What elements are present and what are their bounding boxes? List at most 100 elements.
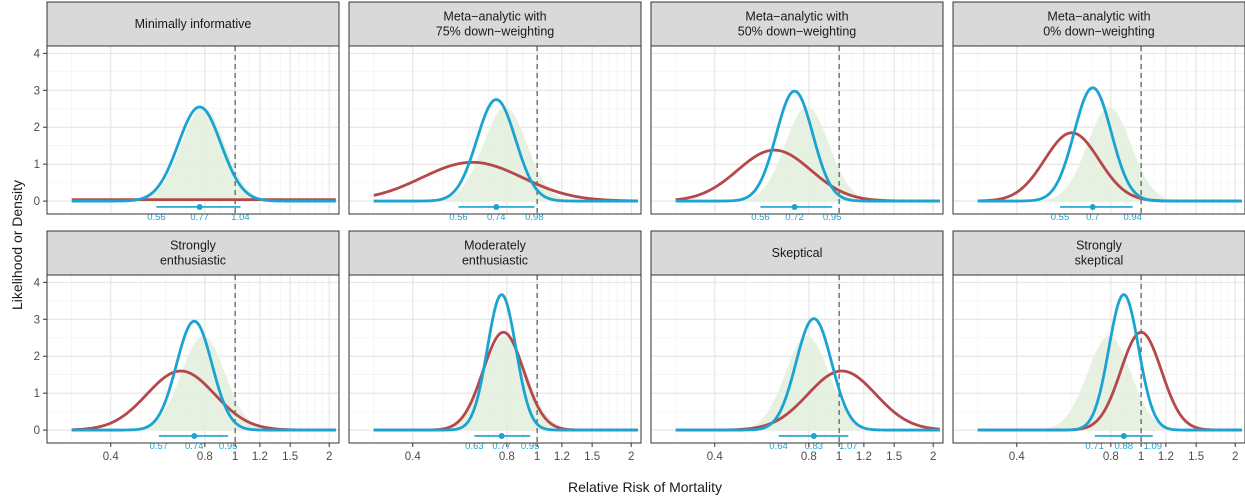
x-tick-label: 0.8 <box>801 451 817 463</box>
posterior-curve <box>977 86 1242 203</box>
ci-median-label: 0.74 <box>487 212 506 223</box>
x-tick-label: 1.5 <box>1188 451 1204 463</box>
y-tick-label: 2 <box>34 122 40 134</box>
y-tick-label: 3 <box>34 314 40 326</box>
ci-lower-label: 0.55 <box>1051 212 1070 223</box>
x-tick-label: 1.5 <box>886 451 902 463</box>
likelihood-area <box>373 335 638 431</box>
facet-title: 0% down−weighting <box>1043 25 1155 39</box>
posterior-curve <box>675 89 940 203</box>
posterior-curve <box>675 317 940 432</box>
posterior-curve <box>373 98 638 203</box>
ci-lower-label: 0.63 <box>465 441 484 452</box>
facet-strip <box>348 1 642 47</box>
facet-strip <box>348 230 642 276</box>
ci-upper-label: 0.94 <box>1123 212 1142 223</box>
x-tick-label: 1.2 <box>856 451 872 463</box>
panel-border <box>952 45 1245 215</box>
facet-title: 50% down−weighting <box>738 25 857 39</box>
x-tick-label: 1 <box>232 451 238 463</box>
y-tick-label: 2 <box>34 351 40 363</box>
x-tick-label: 0.8 <box>1103 451 1119 463</box>
x-tick-label: 0.8 <box>197 451 213 463</box>
prior-curve <box>373 160 638 203</box>
facet-title: enthusiastic <box>462 254 528 268</box>
facet-strip <box>952 1 1245 47</box>
posterior-median-point <box>493 203 500 210</box>
ci-lower-label: 0.71 <box>1085 441 1104 452</box>
panel-border <box>952 274 1245 444</box>
facet-title: Meta−analytic with <box>745 10 848 24</box>
ci-median-label: 0.83 <box>805 441 824 452</box>
facet-title: Minimally informative <box>135 17 252 31</box>
x-tick-label: 1.2 <box>252 451 268 463</box>
ci-upper-label: 0.95 <box>219 441 238 452</box>
likelihood-area <box>977 106 1242 202</box>
facet-title: Skeptical <box>772 246 823 260</box>
facet-title: Meta−analytic with <box>1047 10 1150 24</box>
x-axis-title: Relative Risk of Mortality <box>568 479 722 495</box>
posterior-median-point <box>791 203 798 210</box>
ci-upper-label: 0.95 <box>823 212 842 223</box>
y-tick-label: 0 <box>34 425 40 437</box>
x-tick-label: 0.8 <box>499 451 515 463</box>
ci-lower-label: 0.56 <box>751 212 770 223</box>
facet-title: skeptical <box>1075 254 1124 268</box>
facet-strip <box>650 1 944 47</box>
facet-title: 75% down−weighting <box>436 25 555 39</box>
ci-lower-label: 0.56 <box>147 212 166 223</box>
facet-strip <box>650 230 944 276</box>
facet-panel: Skeptical 0.64 0.83 1.07 0.4 0.8 1 1.2 1.5 2 <box>650 230 944 463</box>
posterior-curve <box>373 293 638 432</box>
ci-upper-label: 1.09 <box>1144 441 1163 452</box>
y-tick-label: 1 <box>34 159 40 171</box>
x-tick-label: 2 <box>1232 451 1238 463</box>
x-tick-label: 2 <box>628 451 634 463</box>
facet-strip <box>46 230 340 276</box>
posterior-curve <box>977 293 1242 432</box>
facet-title: Moderately <box>464 239 527 253</box>
panel-border <box>46 274 340 444</box>
posterior-curve <box>71 319 336 432</box>
likelihood-area <box>675 335 940 431</box>
facet-strip <box>46 1 340 47</box>
ci-lower-label: 0.56 <box>449 212 468 223</box>
x-tick-label: 1.5 <box>282 451 298 463</box>
ci-median-label: 0.88 <box>1115 441 1134 452</box>
ci-lower-label: 0.64 <box>769 441 788 452</box>
facet-title: enthusiastic <box>160 254 226 268</box>
likelihood-area <box>373 106 638 202</box>
ci-median-label: 0.77 <box>190 212 209 223</box>
panel-border <box>348 45 642 215</box>
facet-title: Strongly <box>170 239 217 253</box>
x-tick-label: 1 <box>836 451 842 463</box>
panel-border <box>650 45 944 215</box>
ci-median-label: 0.72 <box>785 212 804 223</box>
x-tick-label: 0.4 <box>103 451 120 463</box>
ci-upper-label: 0.95 <box>521 441 540 452</box>
x-tick-label: 1.5 <box>584 451 600 463</box>
ci-upper-label: 0.98 <box>525 212 544 223</box>
likelihood-area <box>675 106 940 202</box>
panel-border <box>348 274 642 444</box>
facet-title: Strongly <box>1076 239 1123 253</box>
ci-median-label: 0.7 <box>1086 212 1099 223</box>
ci-median-label: 0.74 <box>185 441 204 452</box>
x-tick-label: 1.2 <box>1158 451 1174 463</box>
posterior-median-point <box>1089 203 1096 210</box>
posterior-median-point <box>1120 432 1127 439</box>
x-tick-label: 0.4 <box>1009 451 1026 463</box>
y-tick-label: 4 <box>34 48 41 60</box>
y-tick-label: 0 <box>34 196 40 208</box>
panels-layer: Minimally informative 0.56 0.77 1.04 0 1 2 3 4 Me… <box>34 1 1245 463</box>
x-tick-label: 2 <box>326 451 332 463</box>
y-axis-title: Likelihood or Density <box>9 180 25 310</box>
panel-border <box>46 45 340 215</box>
